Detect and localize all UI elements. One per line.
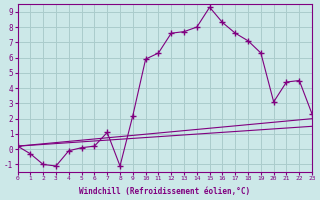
X-axis label: Windchill (Refroidissement éolien,°C): Windchill (Refroidissement éolien,°C) — [79, 187, 250, 196]
